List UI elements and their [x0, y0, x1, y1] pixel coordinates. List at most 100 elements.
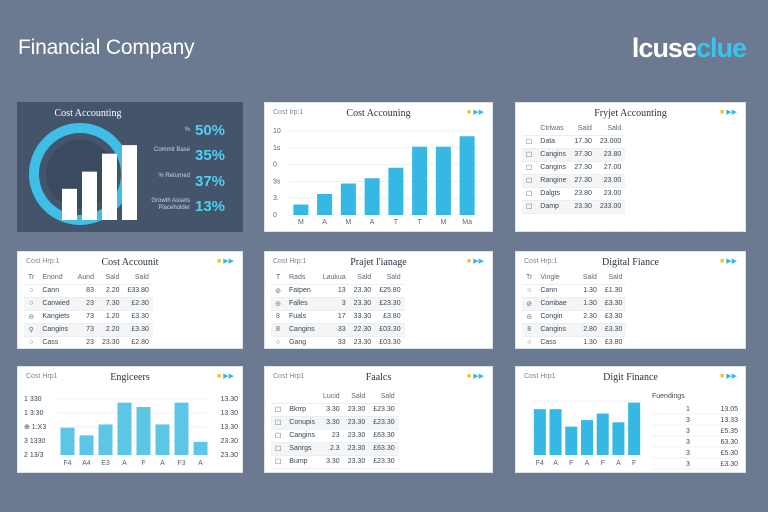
col-header[interactable]: [522, 123, 537, 136]
col-header[interactable]: Sald: [97, 272, 124, 285]
table-row[interactable]: ☐ Conupis 3.30 23.30 £23.30: [271, 416, 399, 430]
flag-icon[interactable]: ■: [720, 373, 725, 380]
bar[interactable]: [293, 204, 309, 216]
flag-icon[interactable]: ■: [467, 109, 472, 116]
row-checkbox[interactable]: ☐: [271, 416, 286, 430]
bar[interactable]: [581, 420, 593, 455]
bar[interactable]: [533, 409, 546, 455]
col-header[interactable]: Sald: [595, 123, 626, 136]
bar[interactable]: [364, 178, 380, 215]
card-actions[interactable]: ■ ▶▶: [217, 258, 234, 266]
table-row[interactable]: 8 Cangins 2.80 £3.30: [522, 323, 627, 337]
bar[interactable]: [155, 424, 170, 455]
bar[interactable]: [174, 402, 189, 455]
bar[interactable]: [459, 136, 475, 215]
bar[interactable]: [628, 402, 641, 455]
row-checkbox[interactable]: ☐: [271, 455, 286, 469]
bar[interactable]: [193, 441, 208, 455]
cost-account-card[interactable]: Cost Hrp:1 Cost Accounit ■ ▶▶ Tr Enond Aun…: [17, 251, 243, 349]
row-checkbox[interactable]: ☐: [522, 174, 537, 188]
project-manage-card[interactable]: Cost Hrp:1 Prajet l'ianage ■ ▶▶ T Rads Lau…: [264, 251, 493, 349]
flag-icon[interactable]: ■: [217, 373, 222, 380]
table-row[interactable]: ○ Cass 1.30 £3.80: [522, 336, 627, 348]
bar[interactable]: [136, 407, 151, 455]
expand-icon[interactable]: ▶▶: [726, 109, 737, 116]
row-checkbox[interactable]: ☐: [271, 429, 286, 443]
col-header[interactable]: [570, 272, 579, 285]
col-header[interactable]: Rads: [285, 272, 319, 285]
table-row[interactable]: 8 Cangins 33 22.30 £03.30: [271, 323, 405, 337]
table-row[interactable]: ○ Canwied 23 7.30 £2.30: [24, 297, 153, 311]
col-header[interactable]: Tr: [24, 272, 39, 285]
flag-icon[interactable]: ■: [467, 373, 472, 380]
bar[interactable]: [98, 424, 113, 455]
card-actions[interactable]: ■ ▶▶: [467, 258, 484, 266]
faalcs-card[interactable]: Cost Hrp1 Faalcs ■ ▶▶ Lucid Sald Sald ☐ Bkr…: [264, 366, 493, 473]
row-checkbox[interactable]: ☐: [522, 135, 537, 149]
bar[interactable]: [79, 435, 94, 455]
col-header[interactable]: Ctrlwas: [536, 123, 571, 136]
col-header[interactable]: Enond: [38, 272, 74, 285]
row-checkbox[interactable]: ☐: [271, 442, 286, 456]
card-actions[interactable]: ■ ▶▶: [720, 373, 737, 381]
bar[interactable]: [565, 426, 578, 455]
table-row[interactable]: ○ Cann 83 2.20 £33.80: [24, 284, 153, 298]
expand-icon[interactable]: ▶▶: [223, 258, 234, 265]
cost-accounting-chart-card[interactable]: Cost Irp:1 Cost Accouning ■ ▶▶ 10 1s 0. 3s 3…: [264, 102, 493, 232]
bar[interactable]: [412, 146, 428, 215]
col-header[interactable]: [271, 391, 286, 404]
col-header[interactable]: Sald: [343, 391, 370, 404]
bar[interactable]: [596, 413, 609, 455]
bar[interactable]: [435, 146, 451, 215]
col-header[interactable]: Vingle: [536, 272, 571, 285]
col-header[interactable]: Tr: [522, 272, 537, 285]
col-header[interactable]: Sald: [375, 272, 405, 285]
table-row[interactable]: ☐ Data 17.30 23.000: [522, 135, 626, 149]
table-row[interactable]: ☐ Bkrrp 3.30 23.30 £23.30: [271, 403, 399, 417]
table-row[interactable]: ○ Gang 33 23.30 £03.30: [271, 336, 405, 348]
col-header[interactable]: T: [271, 272, 285, 285]
expand-icon[interactable]: ▶▶: [473, 258, 484, 265]
table-row[interactable]: ⊘ Combae 1.30 £3.30: [522, 297, 627, 311]
row-checkbox[interactable]: ☐: [522, 187, 537, 201]
brand-logo[interactable]: lcuseclue: [632, 33, 747, 64]
col-header[interactable]: Sald: [349, 272, 376, 285]
table-row[interactable]: ☐ Damp 23.30 233.00: [522, 200, 626, 214]
card-actions[interactable]: ■ ▶▶: [467, 109, 484, 117]
flag-icon[interactable]: ■: [720, 109, 725, 116]
flag-icon[interactable]: ■: [467, 258, 472, 265]
expand-icon[interactable]: ▶▶: [726, 373, 737, 380]
cost-accounting-kpi-card[interactable]: Cost Accounting % 50% Commit Base 35% % …: [17, 102, 243, 232]
table-row[interactable]: ○ Cann 1.30 £1.30: [522, 284, 627, 298]
bar[interactable]: [317, 194, 333, 215]
col-header[interactable]: Sald: [570, 123, 596, 136]
table-row[interactable]: ⊝ Falles 3 23.30 £23.30: [271, 297, 405, 311]
table-row[interactable]: ☐ Rangine 27.30 23.00: [522, 174, 626, 188]
table-row[interactable]: ○ Cass 23 23.30 £2.80: [24, 336, 153, 348]
col-header[interactable]: Laukua: [318, 272, 350, 285]
expand-icon[interactable]: ▶▶: [473, 373, 484, 380]
table-row[interactable]: ⊝ Kangiets 73 1.20 £3.30: [24, 310, 153, 324]
col-header[interactable]: Aund: [73, 272, 98, 285]
table-row[interactable]: ☐ Cangins 27.30 27.00: [522, 161, 626, 175]
table-row[interactable]: ⚲ Cangins 73 2.20 £3.30: [24, 323, 153, 337]
table-row[interactable]: ☐ Dalgts 23.80 23.00: [522, 187, 626, 201]
engineers-card[interactable]: Cost Hrp1 Engiceers ■ ▶▶ 1 330 1 3:30 ⊕ 1:…: [17, 366, 243, 473]
expand-icon[interactable]: ▶▶: [223, 373, 234, 380]
col-header[interactable]: Lucid: [318, 391, 344, 404]
card-actions[interactable]: ■ ▶▶: [720, 109, 737, 117]
flag-icon[interactable]: ■: [720, 258, 725, 265]
bar[interactable]: [60, 427, 75, 455]
table-row[interactable]: ☐ Cangins 37.30 23.80: [522, 148, 626, 162]
expand-icon[interactable]: ▶▶: [726, 258, 737, 265]
col-header[interactable]: Sald: [123, 272, 153, 285]
card-actions[interactable]: ■ ▶▶: [217, 373, 234, 381]
table-row[interactable]: ☐ Bump 3.30 23.30 £23.30: [271, 455, 399, 469]
bar[interactable]: [388, 167, 404, 215]
project-accounting-card[interactable]: Fryjet Accounting ■ ▶▶ Ctrlwas Sald Sald…: [515, 102, 746, 232]
table-row[interactable]: ☐ Sanrgs 2.3 23.30 £63.30: [271, 442, 399, 456]
bar[interactable]: [612, 422, 625, 455]
row-checkbox[interactable]: ☐: [271, 403, 286, 417]
table-row[interactable]: ⊝ Congin 2.30 £3.30: [522, 310, 627, 324]
row-checkbox[interactable]: ☐: [522, 200, 537, 214]
